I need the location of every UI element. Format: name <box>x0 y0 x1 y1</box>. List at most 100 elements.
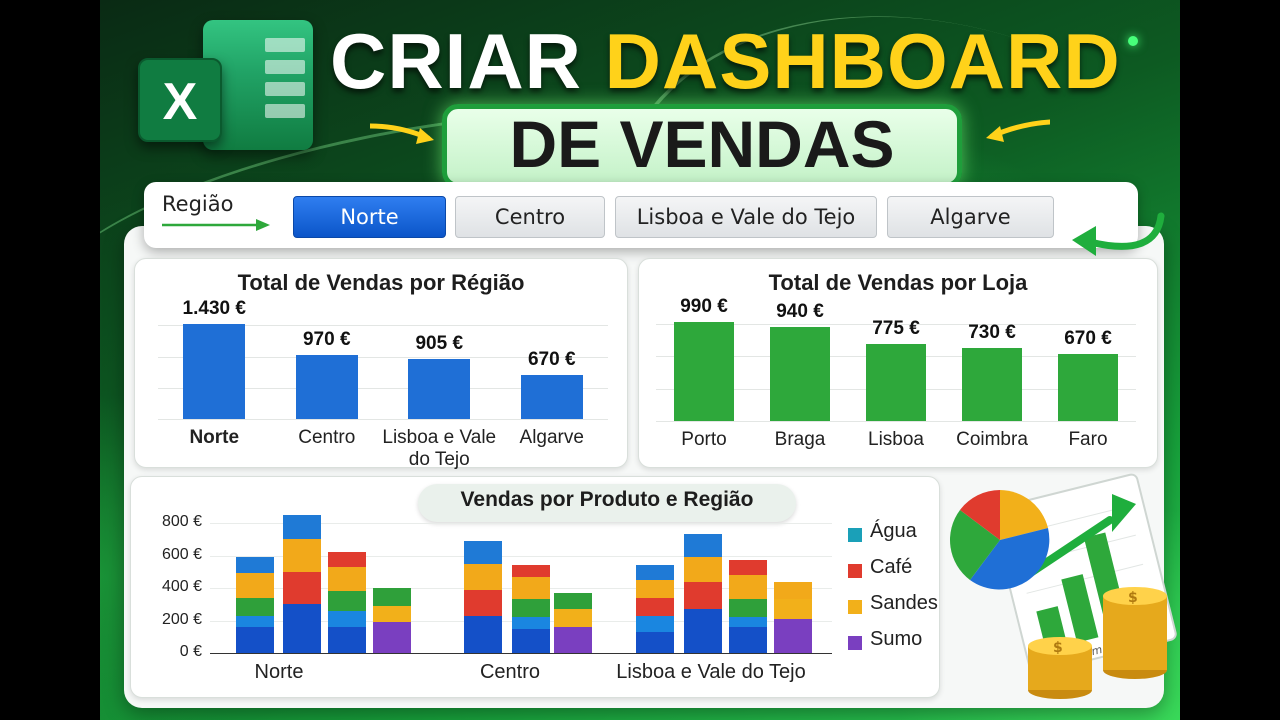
value-label: 775 € <box>846 318 946 340</box>
stack-segment <box>636 565 674 580</box>
stack-segment <box>512 599 550 617</box>
legend-label: Sandes <box>870 592 938 615</box>
stack-segment <box>328 627 366 653</box>
stack-segment <box>684 557 722 581</box>
stack-segment <box>236 557 274 573</box>
stack-segment <box>283 515 321 539</box>
bar-braga <box>770 327 830 421</box>
stack-segment <box>684 582 722 610</box>
title-word-criar: CRIAR <box>330 17 582 105</box>
y-tick-label: 600 € <box>146 546 202 564</box>
analytics-illustration: 13m 23m $ $ <box>940 460 1180 720</box>
bar-lisboa <box>866 344 926 422</box>
product-region-title: Vendas por Produto e Região <box>418 488 796 512</box>
stack-segment <box>684 534 722 557</box>
arrow-right-icon <box>162 218 272 232</box>
glow-dot <box>1128 36 1138 46</box>
thumbnail-frame: X CRIAR DASHBOARD DE VENDAS Região Norte… <box>100 0 1180 720</box>
stack-segment <box>236 616 274 627</box>
stack-segment <box>236 627 274 653</box>
stack-segment <box>464 616 502 653</box>
legend-label: Sumo <box>870 628 922 651</box>
sparkle-arrow-left-icon <box>370 120 440 150</box>
sparkle-arrow-right-icon <box>980 118 1050 148</box>
stack-segment <box>684 609 722 653</box>
region-option-algarve[interactable]: Algarve <box>887 196 1054 238</box>
stack-segment <box>554 593 592 609</box>
category-label: Centro <box>262 427 392 449</box>
stack-segment <box>512 629 550 653</box>
value-label: 905 € <box>389 333 489 355</box>
svg-text:$: $ <box>1128 590 1138 606</box>
stack-segment <box>512 565 550 576</box>
svg-text:$: $ <box>1053 640 1063 656</box>
category-label: Norte <box>149 427 279 449</box>
category-label: Algarve <box>487 427 617 449</box>
stack-segment <box>636 580 674 598</box>
legend-label: Café <box>870 556 912 579</box>
y-tick-label: 400 € <box>146 578 202 596</box>
category-label: Faro <box>1023 429 1153 451</box>
gridline <box>158 419 608 420</box>
stack-segment <box>283 539 321 572</box>
stack-segment <box>729 627 767 653</box>
group-label: Lisboa e Vale do Tejo <box>591 661 831 684</box>
region-option-norte[interactable]: Norte <box>293 196 446 238</box>
value-label: 670 € <box>502 349 602 371</box>
stack-segment <box>373 606 411 622</box>
stack-segment <box>328 567 366 591</box>
stack-segment <box>464 590 502 616</box>
bar-porto <box>674 322 734 421</box>
stack-segment <box>729 599 767 617</box>
stack-segment <box>328 591 366 611</box>
group-label: Norte <box>159 661 399 684</box>
stack-segment <box>729 560 767 575</box>
stack-segment <box>373 588 411 606</box>
y-tick-label: 0 € <box>146 643 202 661</box>
gridline <box>656 421 1136 422</box>
bar-norte <box>183 324 245 419</box>
stack-segment <box>636 616 674 632</box>
value-label: 940 € <box>750 301 850 323</box>
legend-swatch <box>848 528 862 542</box>
title-line-2: DE VENDAS <box>442 106 962 182</box>
title-line-1: CRIAR DASHBOARD <box>330 16 1121 107</box>
category-label: Lisboa e Vale do Tejo <box>374 427 504 471</box>
excel-x-tile: X <box>138 58 222 142</box>
region-option-centro[interactable]: Centro <box>455 196 605 238</box>
value-label: 670 € <box>1038 328 1138 350</box>
region-sales-title: Total de Vendas por Régião <box>134 270 628 296</box>
stack-segment <box>554 627 592 653</box>
value-label: 970 € <box>277 329 377 351</box>
stack-segment <box>373 622 411 653</box>
stack-segment <box>236 573 274 597</box>
stack-segment <box>236 598 274 616</box>
legend-label: Água <box>870 520 917 543</box>
region-option-lisboa[interactable]: Lisboa e Vale do Tejo <box>615 196 877 238</box>
region-filter-label: Região <box>162 192 233 216</box>
stack-segment <box>464 564 502 590</box>
excel-logo-icon: X <box>138 18 313 158</box>
store-sales-title: Total de Vendas por Loja <box>638 270 1158 296</box>
bar-algarve <box>521 375 583 419</box>
stack-segment <box>512 617 550 628</box>
stack-segment <box>729 575 767 599</box>
stack-segment <box>328 611 366 627</box>
title-word-dashboard: DASHBOARD <box>605 17 1121 105</box>
value-label: 730 € <box>942 322 1042 344</box>
value-label: 1.430 € <box>164 298 264 320</box>
pie-chart-icon <box>950 490 1049 590</box>
bar-lisboa-e-vale-do-tejo <box>408 359 470 419</box>
gridline <box>210 653 832 654</box>
y-tick-label: 200 € <box>146 611 202 629</box>
stack-segment <box>729 617 767 627</box>
stack-segment <box>774 599 812 619</box>
stack-segment <box>328 552 366 567</box>
stack-segment <box>774 619 812 653</box>
stack-segment <box>636 632 674 653</box>
stack-segment <box>554 609 592 627</box>
stack-segment <box>283 572 321 605</box>
stack-segment <box>636 598 674 616</box>
bar-coimbra <box>962 348 1022 421</box>
legend-swatch <box>848 636 862 650</box>
